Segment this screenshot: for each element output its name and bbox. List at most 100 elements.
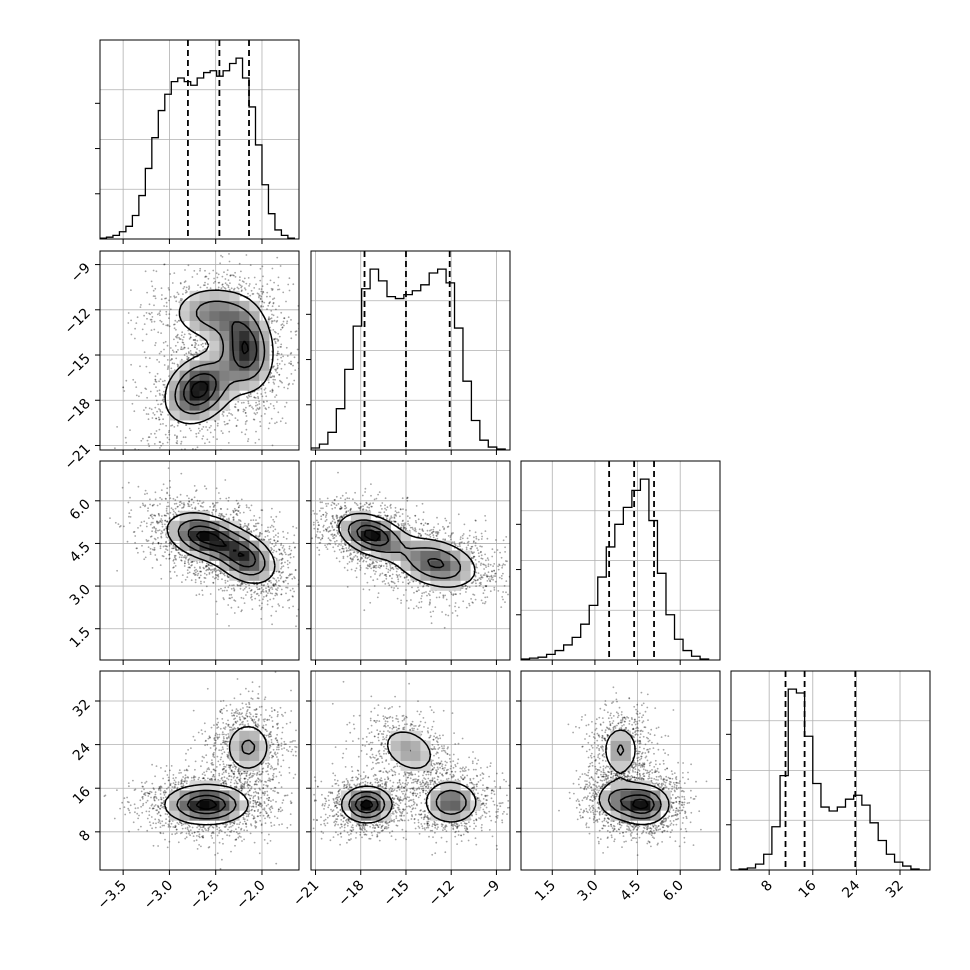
sample-point [137,828,140,831]
sample-point [166,344,169,347]
sample-point [500,556,503,559]
sample-point [255,801,258,804]
sample-point [224,823,227,826]
sample-point [276,723,278,725]
sample-point [406,499,409,502]
sample-point [261,532,263,535]
sample-point [255,715,258,718]
sample-point [212,282,215,284]
sample-point [227,772,230,775]
sample-point [395,570,398,573]
sample-point [235,785,238,788]
sample-point [201,835,203,838]
sample-point [221,256,224,258]
sample-point [162,418,165,421]
sample-point [143,793,146,795]
sample-point [176,496,179,499]
sample-point [279,810,282,813]
sample-point [145,413,148,415]
sample-point [259,267,262,270]
sample-point [275,581,278,583]
sample-point [208,272,211,275]
sample-point [201,829,204,831]
sample-point [459,538,462,541]
sample-point [189,566,191,569]
sample-point [238,778,240,781]
sample-point [320,515,323,518]
sample-point [130,319,133,322]
sample-point [393,514,396,516]
sample-point [483,568,485,570]
sample-point [474,575,477,578]
sample-point [368,563,371,565]
sample-point [187,351,190,353]
sample-point [272,776,275,778]
sample-point [498,564,501,567]
sample-point [227,757,230,759]
sample-point [245,406,247,409]
sample-point [257,798,260,801]
sample-point [135,547,138,550]
sample-point [250,588,253,591]
sample-point [157,542,160,544]
sample-point [272,302,275,305]
sample-point [237,768,240,771]
sample-point [213,842,215,844]
sample-point [435,530,437,533]
sample-point [192,448,194,450]
sample-point [359,552,362,555]
sample-point [256,713,258,716]
sample-point [173,323,175,326]
sample-point [190,747,192,749]
sample-point [190,352,192,355]
sample-point [300,568,302,570]
sample-point [465,546,468,549]
sample-point [422,585,425,587]
sample-point [228,584,231,587]
sample-point [365,560,368,563]
sample-point [183,780,186,783]
sample-point [260,831,263,834]
sample-point [283,747,286,749]
sample-point [240,290,243,293]
sample-point [309,507,311,509]
sample-point [180,824,183,827]
sample-point [170,358,173,360]
sample-point [168,824,170,827]
sample-point [209,455,211,457]
sample-point [420,597,422,600]
density-cell [199,510,210,522]
sample-point [361,554,364,556]
density-cell [179,390,190,401]
sample-point [429,829,432,832]
sample-point [238,283,241,286]
sample-point [230,593,233,596]
sample-point [350,553,352,556]
sample-point [241,785,243,787]
sample-point [253,396,256,399]
sample-point [254,820,257,822]
sample-point [449,536,452,539]
sample-point [153,328,156,331]
sample-point [162,801,165,804]
sample-point [332,537,335,540]
sample-point [213,742,216,745]
sample-point [475,535,478,538]
sample-point [252,519,255,521]
sample-point [442,596,445,599]
sample-point [234,721,237,723]
sample-point [268,796,271,799]
sample-point [273,545,276,548]
sample-point [278,553,281,556]
sample-point [404,529,407,531]
sample-point [248,701,250,704]
sample-point [241,787,244,790]
sample-point [265,804,268,807]
sample-point [383,787,386,790]
sample-point [270,735,273,738]
sample-point [396,511,398,514]
sample-point [266,794,269,797]
sample-point [361,508,364,511]
sample-point [239,512,242,514]
sample-point [262,591,265,593]
